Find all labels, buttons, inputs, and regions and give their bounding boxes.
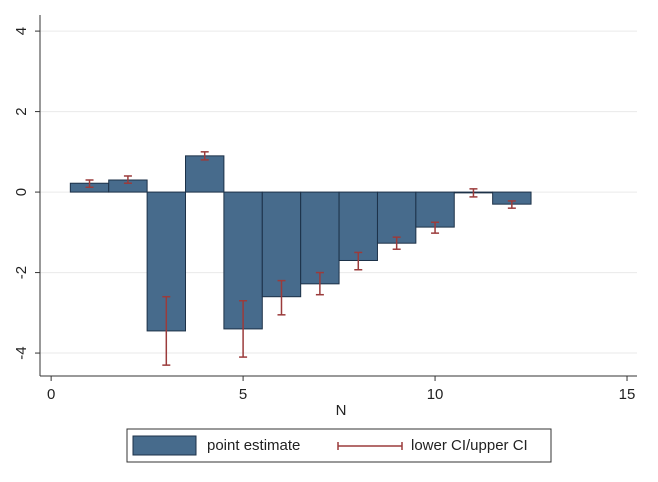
bar [338,191,378,261]
bar [300,191,340,285]
x-tick-label: 15 [619,386,636,403]
legend-label: point estimate [207,437,300,454]
bar [415,191,455,228]
y-tick-label: -4 [13,346,30,359]
legend-label: lower CI/upper CI [411,437,528,454]
x-tick-label: 10 [427,386,444,403]
x-tick-label: 0 [47,386,55,403]
y-tick-label: -2 [13,266,30,279]
y-tick-label: 0 [13,188,30,196]
y-tick-label: 4 [13,27,30,35]
bar [185,155,225,193]
x-tick-label: 5 [239,386,247,403]
legend-swatch [132,435,197,456]
bar [376,191,417,244]
y-tick-label: 2 [13,107,30,115]
x-axis-label: N [336,402,347,419]
